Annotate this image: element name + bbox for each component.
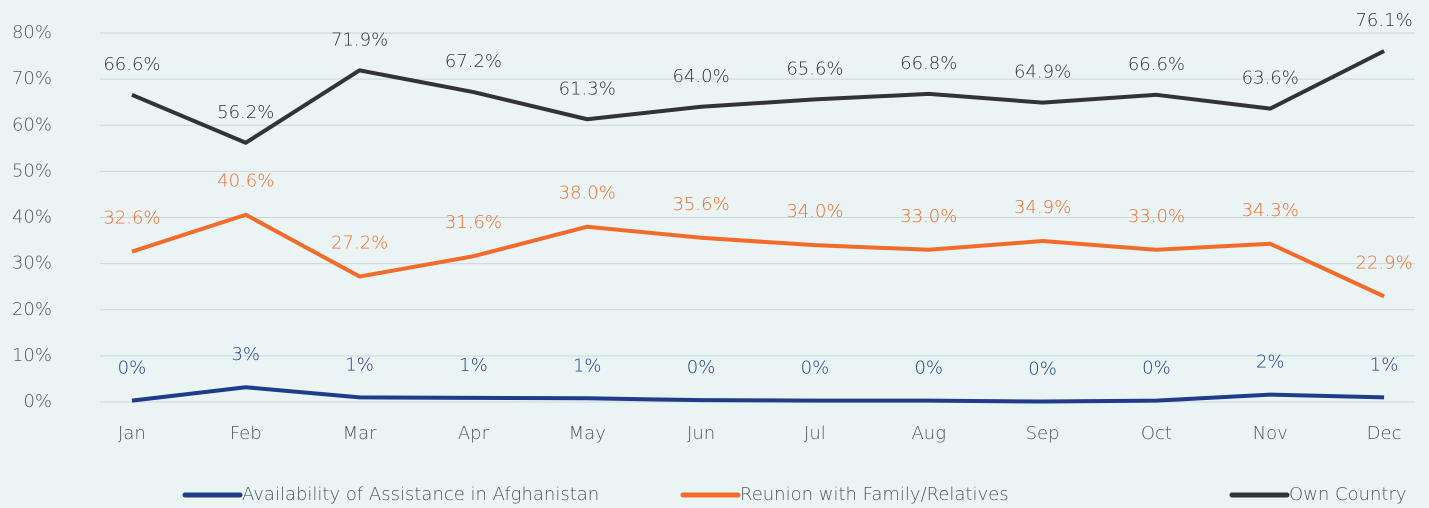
y-tick-label: 10% (12, 345, 52, 366)
data-label: 22.9% (1355, 252, 1412, 273)
data-label: 67.2% (445, 51, 502, 72)
data-label: 1% (459, 355, 488, 376)
data-label: 38.0% (559, 183, 616, 204)
legend-label: Own Country (1289, 484, 1407, 505)
data-label: 71.9% (331, 29, 388, 50)
y-tick-label: 30% (12, 253, 52, 274)
y-tick-label: 70% (12, 68, 52, 89)
x-tick-label: Oct (1141, 423, 1172, 444)
y-tick-label: 60% (12, 114, 52, 135)
x-tick-label: Nov (1253, 423, 1288, 444)
series-line (131, 385, 1385, 404)
y-tick-label: 50% (12, 160, 52, 181)
data-label: 76.1% (1355, 10, 1412, 31)
data-label: 66.6% (103, 54, 160, 75)
y-tick-label: 40% (12, 207, 52, 228)
data-label: 40.6% (217, 171, 274, 192)
x-tick-label: Jul (804, 423, 826, 444)
data-label: 35.6% (672, 194, 729, 215)
data-label: 32.6% (103, 208, 160, 229)
series-line (131, 49, 1385, 145)
data-label: 27.2% (331, 233, 388, 254)
x-tick-label: Feb (230, 423, 262, 444)
data-label: 31.6% (445, 212, 502, 233)
series-line (131, 212, 1385, 299)
data-label: 63.6% (1242, 68, 1299, 89)
data-label: 33.0% (900, 206, 957, 227)
x-tick-label: Dec (1367, 423, 1402, 444)
x-tick-label: Jan (118, 423, 146, 444)
y-tick-label: 20% (12, 299, 52, 320)
data-label: 34.3% (1242, 200, 1299, 221)
x-tick-label: Jun (687, 423, 715, 444)
data-label: 3% (231, 344, 260, 365)
x-tick-label: Sep (1026, 423, 1060, 444)
data-label: 61.3% (559, 78, 616, 99)
data-label: 33.0% (1128, 206, 1185, 227)
data-label: 0% (687, 357, 716, 378)
y-tick-label: 0% (23, 391, 52, 412)
legend-label: Reunion with Family/Relatives (740, 484, 1009, 505)
data-label: 66.8% (900, 53, 957, 74)
data-label: 1% (345, 354, 374, 375)
data-label: 0% (1028, 359, 1057, 380)
data-label: 0% (1142, 358, 1171, 379)
x-tick-label: May (569, 423, 606, 444)
data-label: 0% (914, 358, 943, 379)
x-tick-label: Mar (343, 423, 378, 444)
data-label: 34.0% (786, 201, 843, 222)
data-label: 64.9% (1014, 62, 1071, 83)
data-label: 0% (801, 358, 830, 379)
data-label: 56.2% (217, 102, 274, 123)
data-label: 1% (573, 355, 602, 376)
data-label: 0% (118, 358, 147, 379)
data-label: 2% (1256, 352, 1285, 373)
data-label: 65.6% (786, 58, 843, 79)
legend-label: Availability of Assistance in Afghanista… (242, 484, 599, 505)
data-label: 66.6% (1128, 54, 1185, 75)
data-label: 34.9% (1014, 197, 1071, 218)
y-tick-label: 80% (12, 22, 52, 43)
data-label: 64.0% (672, 66, 729, 87)
x-tick-label: Aug (911, 423, 946, 444)
data-label: 1% (1370, 354, 1399, 375)
x-tick-label: Apr (458, 423, 490, 444)
